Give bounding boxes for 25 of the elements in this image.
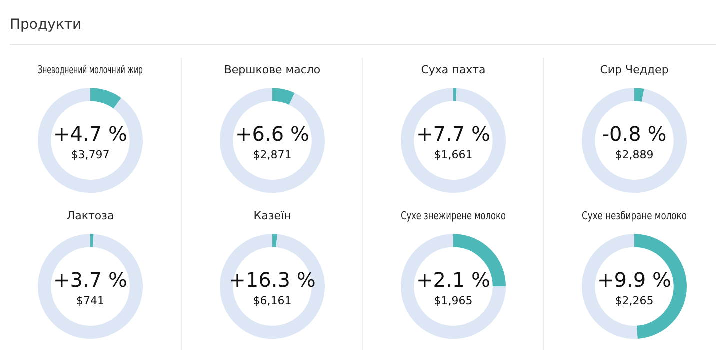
text: +2.1 % xyxy=(416,268,490,292)
text: $2,265 xyxy=(615,294,654,308)
text: +3.7 % xyxy=(54,268,128,292)
chart-title: Сухе незбиране молоко xyxy=(582,210,687,223)
text: $6,161 xyxy=(253,294,292,308)
chart-title: Сухе знежирене молоко xyxy=(401,210,506,223)
text: +6.6 % xyxy=(236,122,310,146)
chart-title: Сир Чеддер xyxy=(600,63,669,76)
chart-title: Лактоза xyxy=(66,209,114,222)
text: +16.3 % xyxy=(229,268,316,292)
chart-title: Казеїн xyxy=(254,209,292,222)
chart-title: Суха пахта xyxy=(421,63,486,76)
text: $2,871 xyxy=(253,148,292,162)
text: $3,797 xyxy=(71,148,110,162)
text: $741 xyxy=(76,294,104,308)
chart-title: Зневоднений молочний жир xyxy=(38,64,144,78)
text: -0.8 % xyxy=(602,122,667,146)
text: +4.7 % xyxy=(54,122,128,146)
text: +9.9 % xyxy=(598,268,672,292)
text: +7.7 % xyxy=(416,122,490,146)
text: $1,661 xyxy=(434,148,473,162)
text: $1,965 xyxy=(434,294,473,308)
text: Продукти xyxy=(10,14,716,45)
text: $2,889 xyxy=(615,148,654,162)
chart-title: Вершкове масло xyxy=(224,63,321,76)
